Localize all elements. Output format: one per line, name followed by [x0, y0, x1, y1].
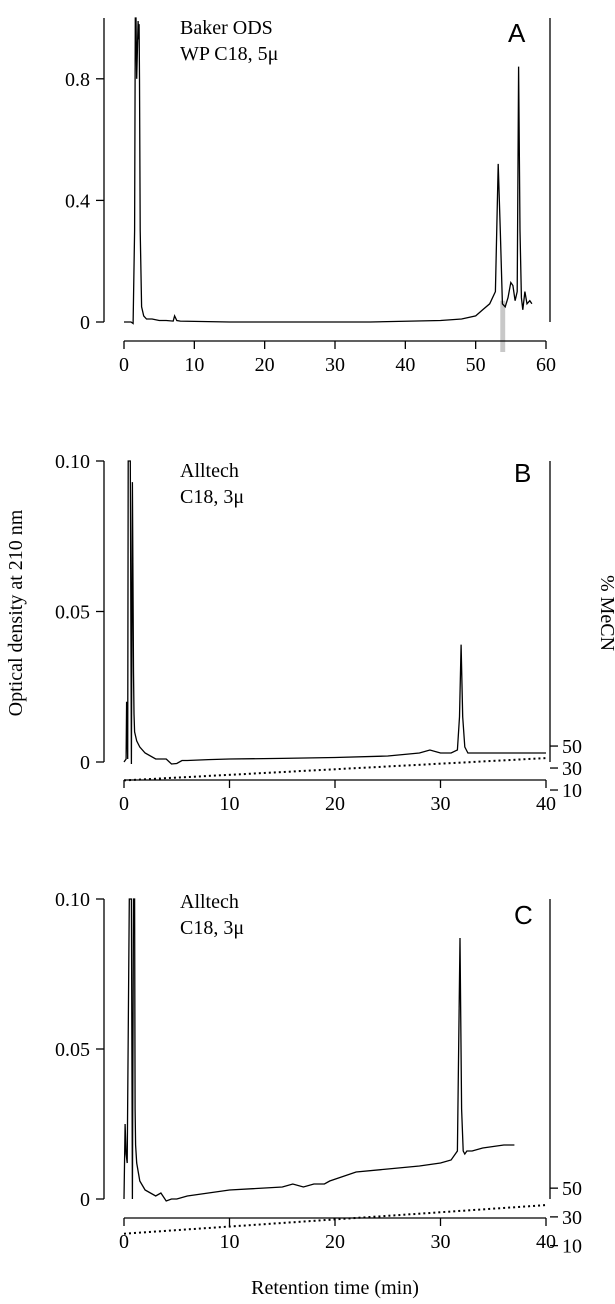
x-axis-title: Retention time (min) — [251, 1277, 419, 1299]
x-tick-label: 0 — [119, 793, 129, 815]
left-tick-label: 0 — [80, 1189, 90, 1211]
right-y-axis-title: % MeCN — [596, 575, 615, 651]
left-y-axis: 0 0.4 0.8 — [65, 18, 105, 334]
panel-letter: B — [514, 458, 531, 488]
left-tick-label: 0.05 — [55, 602, 90, 624]
x-axis: 0 10 20 30 40 — [119, 779, 556, 815]
right-y-axis: 10 30 50 — [549, 899, 582, 1258]
right-tick-label: 10 — [562, 1236, 582, 1258]
panel-c: 0 0.05 0.10 10 30 50 0 10 20 30 40 Alltech C18, … — [55, 889, 582, 1258]
left-tick-label: 0.10 — [55, 889, 90, 911]
left-tick-label: 0.10 — [55, 451, 90, 473]
right-tick-label: 30 — [562, 758, 582, 780]
absorbance-trace — [124, 17, 533, 325]
x-tick-label: 30 — [325, 354, 345, 376]
x-axis: 0 10 20 30 40 — [119, 1217, 556, 1253]
fraction-highlight — [500, 300, 506, 352]
panel-letter: A — [508, 18, 526, 48]
right-tick-label: 30 — [562, 1207, 582, 1229]
right-tick-label: 50 — [562, 736, 582, 758]
x-tick-label: 60 — [536, 354, 556, 376]
x-tick-label: 50 — [466, 354, 486, 376]
panel-letter: C — [514, 900, 533, 930]
column-label-line-2: WP C18, 5μ — [180, 43, 278, 65]
left-y-axis: 0 0.05 0.10 — [55, 889, 105, 1211]
left-tick-label: 0 — [80, 752, 90, 774]
x-tick-label: 0 — [119, 354, 129, 376]
absorbance-trace — [123, 460, 546, 765]
x-tick-label: 30 — [431, 793, 451, 815]
x-tick-label: 10 — [184, 354, 204, 376]
left-tick-label: 0.4 — [65, 190, 90, 212]
x-tick-label: 40 — [536, 1231, 556, 1253]
x-tick-label: 40 — [395, 354, 415, 376]
left-tick-label: 0.8 — [65, 69, 90, 91]
x-tick-label: 20 — [255, 354, 275, 376]
x-tick-label: 10 — [220, 793, 240, 815]
x-axis: 0 10 20 30 40 50 60 — [119, 340, 556, 376]
left-y-axis: 0 0.05 0.10 — [55, 451, 105, 774]
left-tick-label: 0.05 — [55, 1039, 90, 1061]
column-label-line-1: Alltech — [180, 460, 239, 482]
column-label-line-2: C18, 3μ — [180, 917, 244, 939]
x-tick-label: 40 — [536, 793, 556, 815]
x-tick-label: 20 — [325, 793, 345, 815]
right-tick-label: 10 — [562, 780, 582, 802]
left-y-axis-title: Optical density at 210 nm — [5, 509, 27, 716]
column-label-line-1: Alltech — [180, 891, 239, 913]
mecn-gradient-line — [123, 757, 547, 782]
absorbance-trace — [123, 898, 515, 1202]
right-tick-label: 50 — [562, 1178, 582, 1200]
x-tick-label: 10 — [220, 1231, 240, 1253]
x-tick-label: 0 — [119, 1231, 129, 1253]
x-tick-label: 30 — [431, 1231, 451, 1253]
x-tick-label: 20 — [325, 1231, 345, 1253]
column-label-line-2: C18, 3μ — [180, 486, 244, 508]
left-tick-label: 0 — [80, 312, 90, 334]
column-label-line-1: Baker ODS — [180, 17, 273, 39]
